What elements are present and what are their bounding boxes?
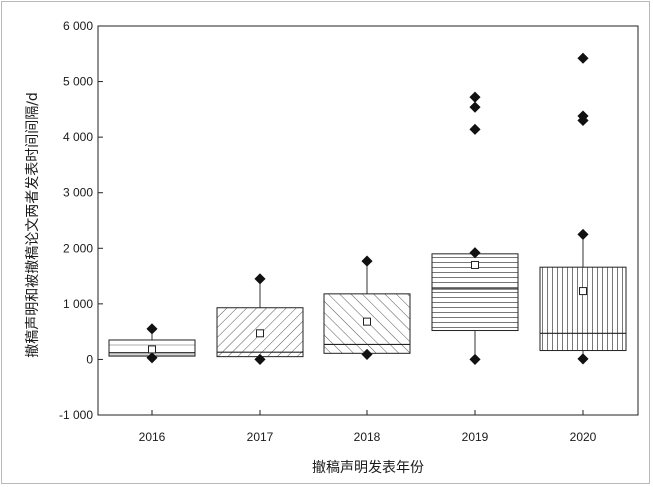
whisker-max-marker [361, 255, 373, 267]
whisker-max-marker [254, 273, 266, 285]
box-series [108, 52, 627, 365]
box-group-2017 [216, 273, 304, 365]
x-axis: 2016 2017 2018 2019 2020 [139, 410, 597, 444]
whisker-max-marker [469, 247, 481, 259]
y-tick-label: 4 000 [63, 130, 93, 144]
y-axis-title: 撤稿声明和被撤稿论文两者发表时间间隔/d [25, 92, 41, 358]
y-tick-label: 0 [86, 352, 93, 366]
whisker-min-marker [254, 353, 266, 365]
y-tick-label: -1 000 [59, 408, 93, 422]
box-iqr [539, 266, 627, 352]
outlier-point [469, 123, 481, 135]
whisker-min-marker [577, 353, 589, 365]
box-group-2016 [108, 323, 196, 364]
y-tick-label: 3 000 [63, 186, 93, 200]
whisker-max-marker [577, 228, 589, 240]
box-group-2018 [323, 255, 411, 360]
y-tick-label: 5 000 [63, 75, 93, 89]
whisker-min-marker [146, 352, 158, 364]
x-axis-title: 撤稿声明发表年份 [312, 460, 424, 476]
outlier-point [469, 101, 481, 113]
axes [97, 25, 639, 416]
x-tick-label: 2016 [139, 430, 166, 444]
outlier-point [577, 110, 589, 122]
y-axis: -1 000 0 1 000 2 000 3 000 4 000 5 000 6 000 [59, 19, 103, 422]
y-tick-label: 6 000 [63, 19, 93, 33]
whisker-min-marker [361, 348, 373, 360]
outlier-point [469, 91, 481, 103]
whisker-min-marker [469, 353, 481, 365]
outlier-point [577, 52, 589, 64]
mean-marker [256, 329, 264, 338]
mean-marker [363, 317, 371, 326]
y-tick-label: 1 000 [63, 297, 93, 311]
x-tick-label: 2019 [462, 430, 489, 444]
mean-marker [148, 345, 156, 354]
box-group-2019 [431, 91, 519, 365]
box-group-2020 [539, 52, 627, 365]
mean-marker [579, 287, 587, 296]
x-tick-label: 2020 [570, 430, 597, 444]
y-tick-label: 2 000 [63, 241, 93, 255]
whisker-max-marker [146, 323, 158, 335]
plot-area [97, 25, 639, 416]
x-tick-label: 2018 [354, 430, 381, 444]
x-tick-label: 2017 [247, 430, 274, 444]
mean-marker [471, 260, 479, 269]
